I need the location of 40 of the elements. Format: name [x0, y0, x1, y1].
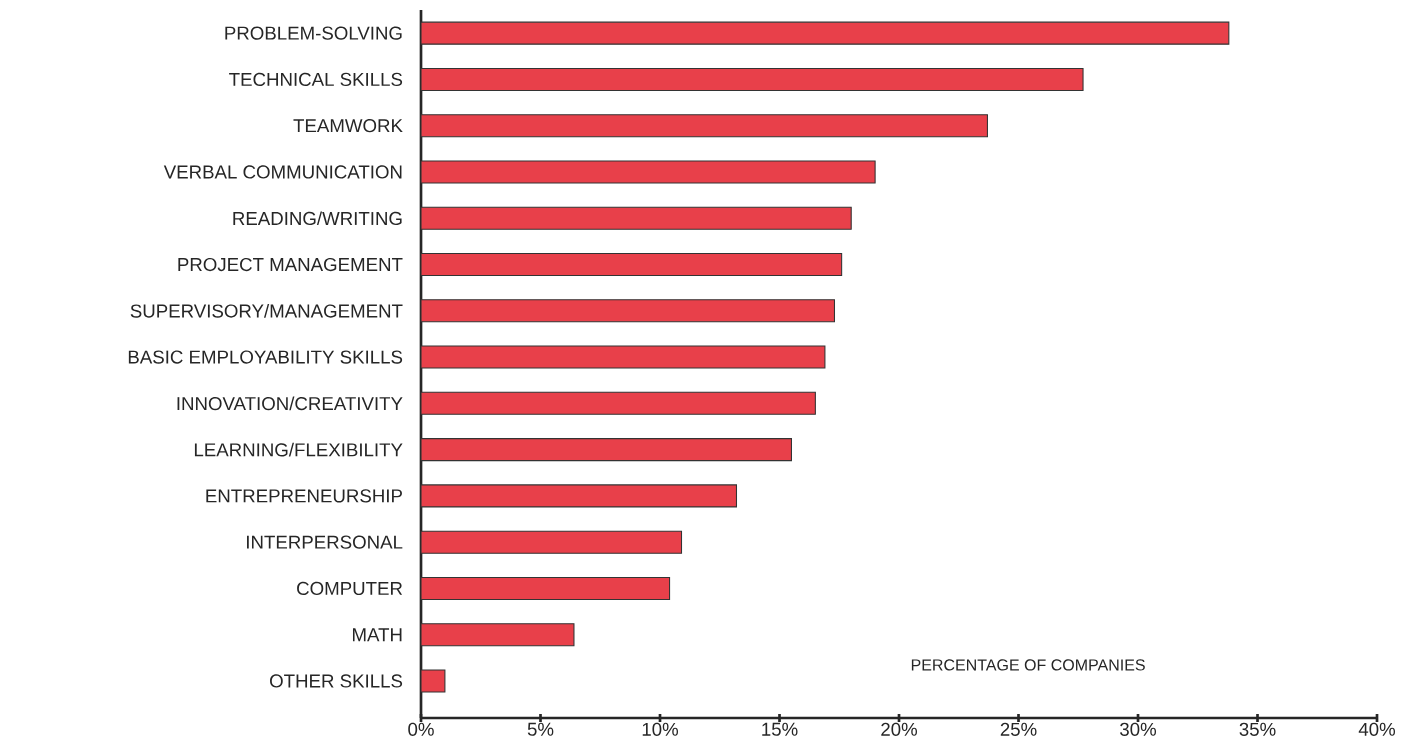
y-tick-label: BASIC EMPLOYABILITY SKILLS [128, 350, 403, 364]
x-tick-label: 35% [1239, 722, 1276, 736]
bar [420, 345, 826, 369]
y-tick-label: INNOVATION/CREATIVITY [177, 396, 403, 411]
y-tick-label: ENTREPRENEURSHIP [206, 489, 402, 503]
bar [420, 484, 738, 508]
bar [420, 669, 446, 693]
bar [420, 623, 575, 647]
x-tick-label: 5% [527, 722, 554, 736]
x-tick-label: 30% [1120, 722, 1157, 736]
y-tick-label: VERBAL COMMUNICATION [163, 165, 402, 179]
bar [420, 67, 1084, 91]
bar [420, 252, 843, 277]
x-tick-label: 15% [762, 722, 798, 736]
y-tick-label: LEARNING/FLEXIBILITY [194, 442, 403, 457]
bar [420, 438, 792, 462]
y-tick-label: TEAMWORK [293, 119, 403, 133]
y-tick-label: INTERPERSONAL [247, 535, 403, 549]
y-tick-label: SUPERVISORY/MANAGEMENT [130, 303, 403, 318]
bar [420, 299, 836, 323]
y-tick-label: TECHNICAL SKILLS [229, 72, 403, 87]
bar [420, 160, 876, 184]
bar [420, 21, 1230, 45]
bar [420, 391, 816, 415]
bar [420, 206, 852, 230]
x-tick-label: 20% [881, 722, 918, 736]
y-tick-label: MATH [352, 628, 402, 642]
x-tick-label: 10% [642, 722, 679, 736]
x-axis-title: PERCENTAGE OF COMPANIES [911, 659, 1145, 671]
x-tick-label: 25% [1000, 722, 1037, 736]
y-tick-label: PROJECT MANAGEMENT [178, 257, 403, 272]
y-tick-label: PROBLEM-SOLVING [225, 26, 402, 40]
x-tick-label: 40% [1358, 722, 1396, 736]
y-tick-label: OTHER SKILLS [270, 674, 403, 688]
y-tick-label: COMPUTER [297, 581, 403, 596]
bar [420, 114, 988, 138]
y-tick-label: READING/WRITING [233, 211, 402, 226]
bar [420, 576, 671, 600]
bar [420, 530, 683, 554]
x-tick-label: 0% [408, 722, 434, 736]
